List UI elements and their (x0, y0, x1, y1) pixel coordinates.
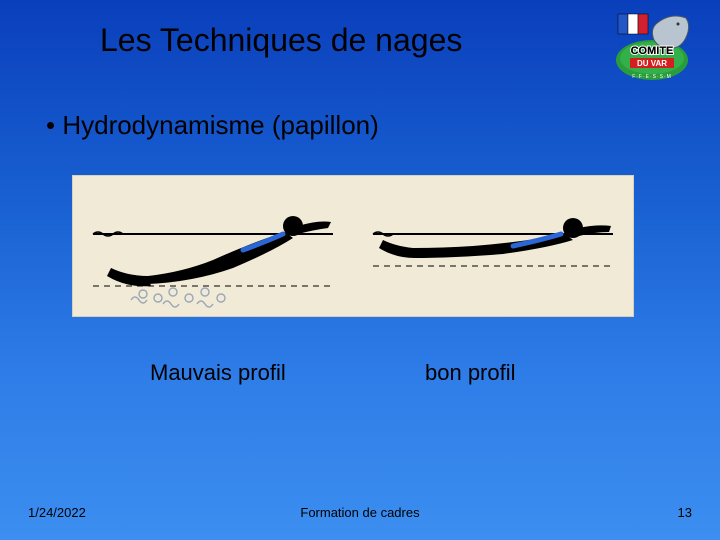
bullet-hydrodynamisme: • Hydrodynamisme (papillon) (46, 110, 379, 141)
caption-bad-profile: Mauvais profil (150, 360, 286, 386)
svg-text:DU VAR: DU VAR (637, 59, 667, 68)
caption-good-profile: bon profil (425, 360, 516, 386)
comite-logo: COMITE COMITE DU VAR F·F·E·S·S·M (608, 10, 696, 82)
page-title: Les Techniques de nages (100, 22, 462, 59)
page-number: 13 (678, 505, 692, 520)
svg-text:F·F·E·S·S·M: F·F·E·S·S·M (632, 74, 672, 80)
footer-title: Formation de cadres (0, 505, 720, 520)
hydrodynamics-diagram (72, 175, 634, 317)
slide: Les Techniques de nages COMITE COMITE DU… (0, 0, 720, 540)
svg-text:COMITE: COMITE (631, 45, 674, 57)
